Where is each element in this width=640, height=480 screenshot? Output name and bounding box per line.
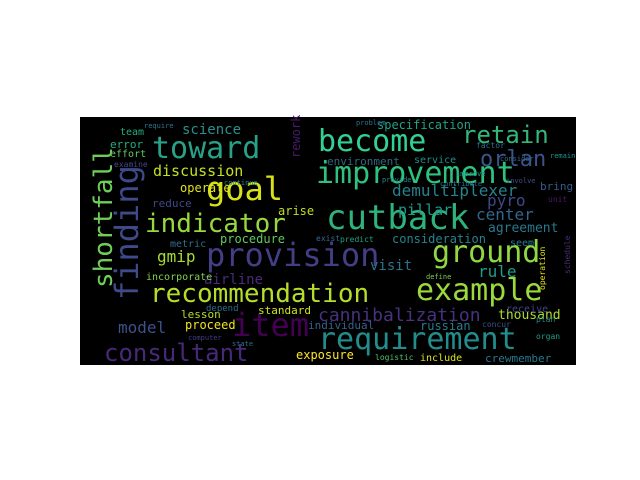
word-state: state <box>232 340 253 348</box>
word-schedule: schedule <box>563 235 572 274</box>
word-thousand: thousand <box>498 308 561 323</box>
word-airline: airline <box>204 272 263 288</box>
word-arise: arise <box>278 204 314 218</box>
word-involve: involve <box>506 177 536 185</box>
word-cutback: cutback <box>326 198 469 238</box>
word-cloud-background <box>80 117 576 365</box>
word-standard: standard <box>258 304 311 317</box>
word-indicator: indicator <box>145 209 286 239</box>
word-team: team <box>120 127 144 138</box>
word-logistic: logistic <box>375 353 414 362</box>
word-plan: plan <box>536 315 555 324</box>
word-science: science <box>182 122 241 138</box>
word-cannibalization: cannibalization <box>318 305 481 326</box>
word-pillar: pillar <box>398 201 452 219</box>
word-discussion: discussion <box>153 162 243 180</box>
word-computer: computer <box>188 334 222 342</box>
word-example: example <box>416 273 542 308</box>
word-lesson: lesson <box>181 308 221 321</box>
word-consideration: consideration <box>392 232 486 246</box>
word-crewmember: crewmember <box>485 352 552 365</box>
word-receive: receive <box>506 304 548 315</box>
word-incorporate: incorporate <box>146 272 212 283</box>
word-finding: finding <box>108 165 146 300</box>
word-metric: metric <box>170 239 206 250</box>
word-pyro: pyro <box>487 191 526 210</box>
word-demultiplexer: demultiplexer <box>392 181 518 200</box>
word-consider: consider <box>500 155 534 163</box>
word-requirement: requirement <box>318 322 517 357</box>
word-agreement: agreement <box>488 221 558 236</box>
word-operate: operate <box>180 181 231 195</box>
word-problem: problem <box>356 119 386 127</box>
word-individual: individual <box>308 319 374 332</box>
word-require: require <box>144 122 174 130</box>
word-examine: examine <box>114 160 148 169</box>
word-exposure: exposure <box>296 348 354 362</box>
word-model: model <box>118 318 166 337</box>
word-organ: organ <box>536 332 560 341</box>
word-shortfall: shortfall <box>89 147 119 288</box>
word-service: service <box>414 155 456 166</box>
word-russian: russian <box>420 319 471 333</box>
word-improve: improve <box>456 170 486 178</box>
word-recommendation: recommendation <box>150 279 369 309</box>
word-gmip: gmip <box>157 247 196 266</box>
word-unit: unit <box>548 195 567 204</box>
word-include: include <box>420 353 462 364</box>
word-provide: provide <box>382 176 412 184</box>
word-factor: factor <box>476 141 505 150</box>
word-consultant: consultant <box>104 339 249 367</box>
word-exist: exist <box>316 234 340 243</box>
word-improvement: improvement <box>316 156 515 191</box>
word-item: item <box>232 306 309 344</box>
word-become: become <box>318 124 426 159</box>
word-contribute: contribute <box>440 180 482 188</box>
word-rule: rule <box>478 262 517 281</box>
word-center: center <box>476 205 534 224</box>
word-toward: toward <box>152 131 260 166</box>
word-ground: ground <box>432 235 540 270</box>
word-concur: concur <box>482 320 511 329</box>
word-procedure: procedure <box>220 232 285 246</box>
word-orlan: orlan <box>480 147 546 172</box>
word-continue: continue <box>224 179 258 187</box>
word-visit: visit <box>370 258 412 274</box>
word-rework: rework <box>289 114 303 158</box>
word-retain: retain <box>462 121 549 149</box>
word-depend: depend <box>206 304 239 314</box>
word-define: define <box>426 273 451 281</box>
word-reduce: reduce <box>152 197 192 210</box>
word-goal: goal <box>206 170 283 208</box>
word-effort: effort <box>110 149 146 160</box>
word-operation: operation <box>538 246 547 290</box>
word-remain: remain <box>550 152 575 160</box>
word-environment: environment <box>327 155 400 168</box>
word-predict: predict <box>340 235 374 244</box>
word-seem: seem <box>510 238 534 249</box>
word-error: error <box>110 138 143 151</box>
word-specification: specification <box>377 118 471 132</box>
word-proceed: proceed <box>185 318 236 332</box>
word-bring: bring <box>540 180 573 193</box>
word-provision: provision <box>206 236 379 274</box>
